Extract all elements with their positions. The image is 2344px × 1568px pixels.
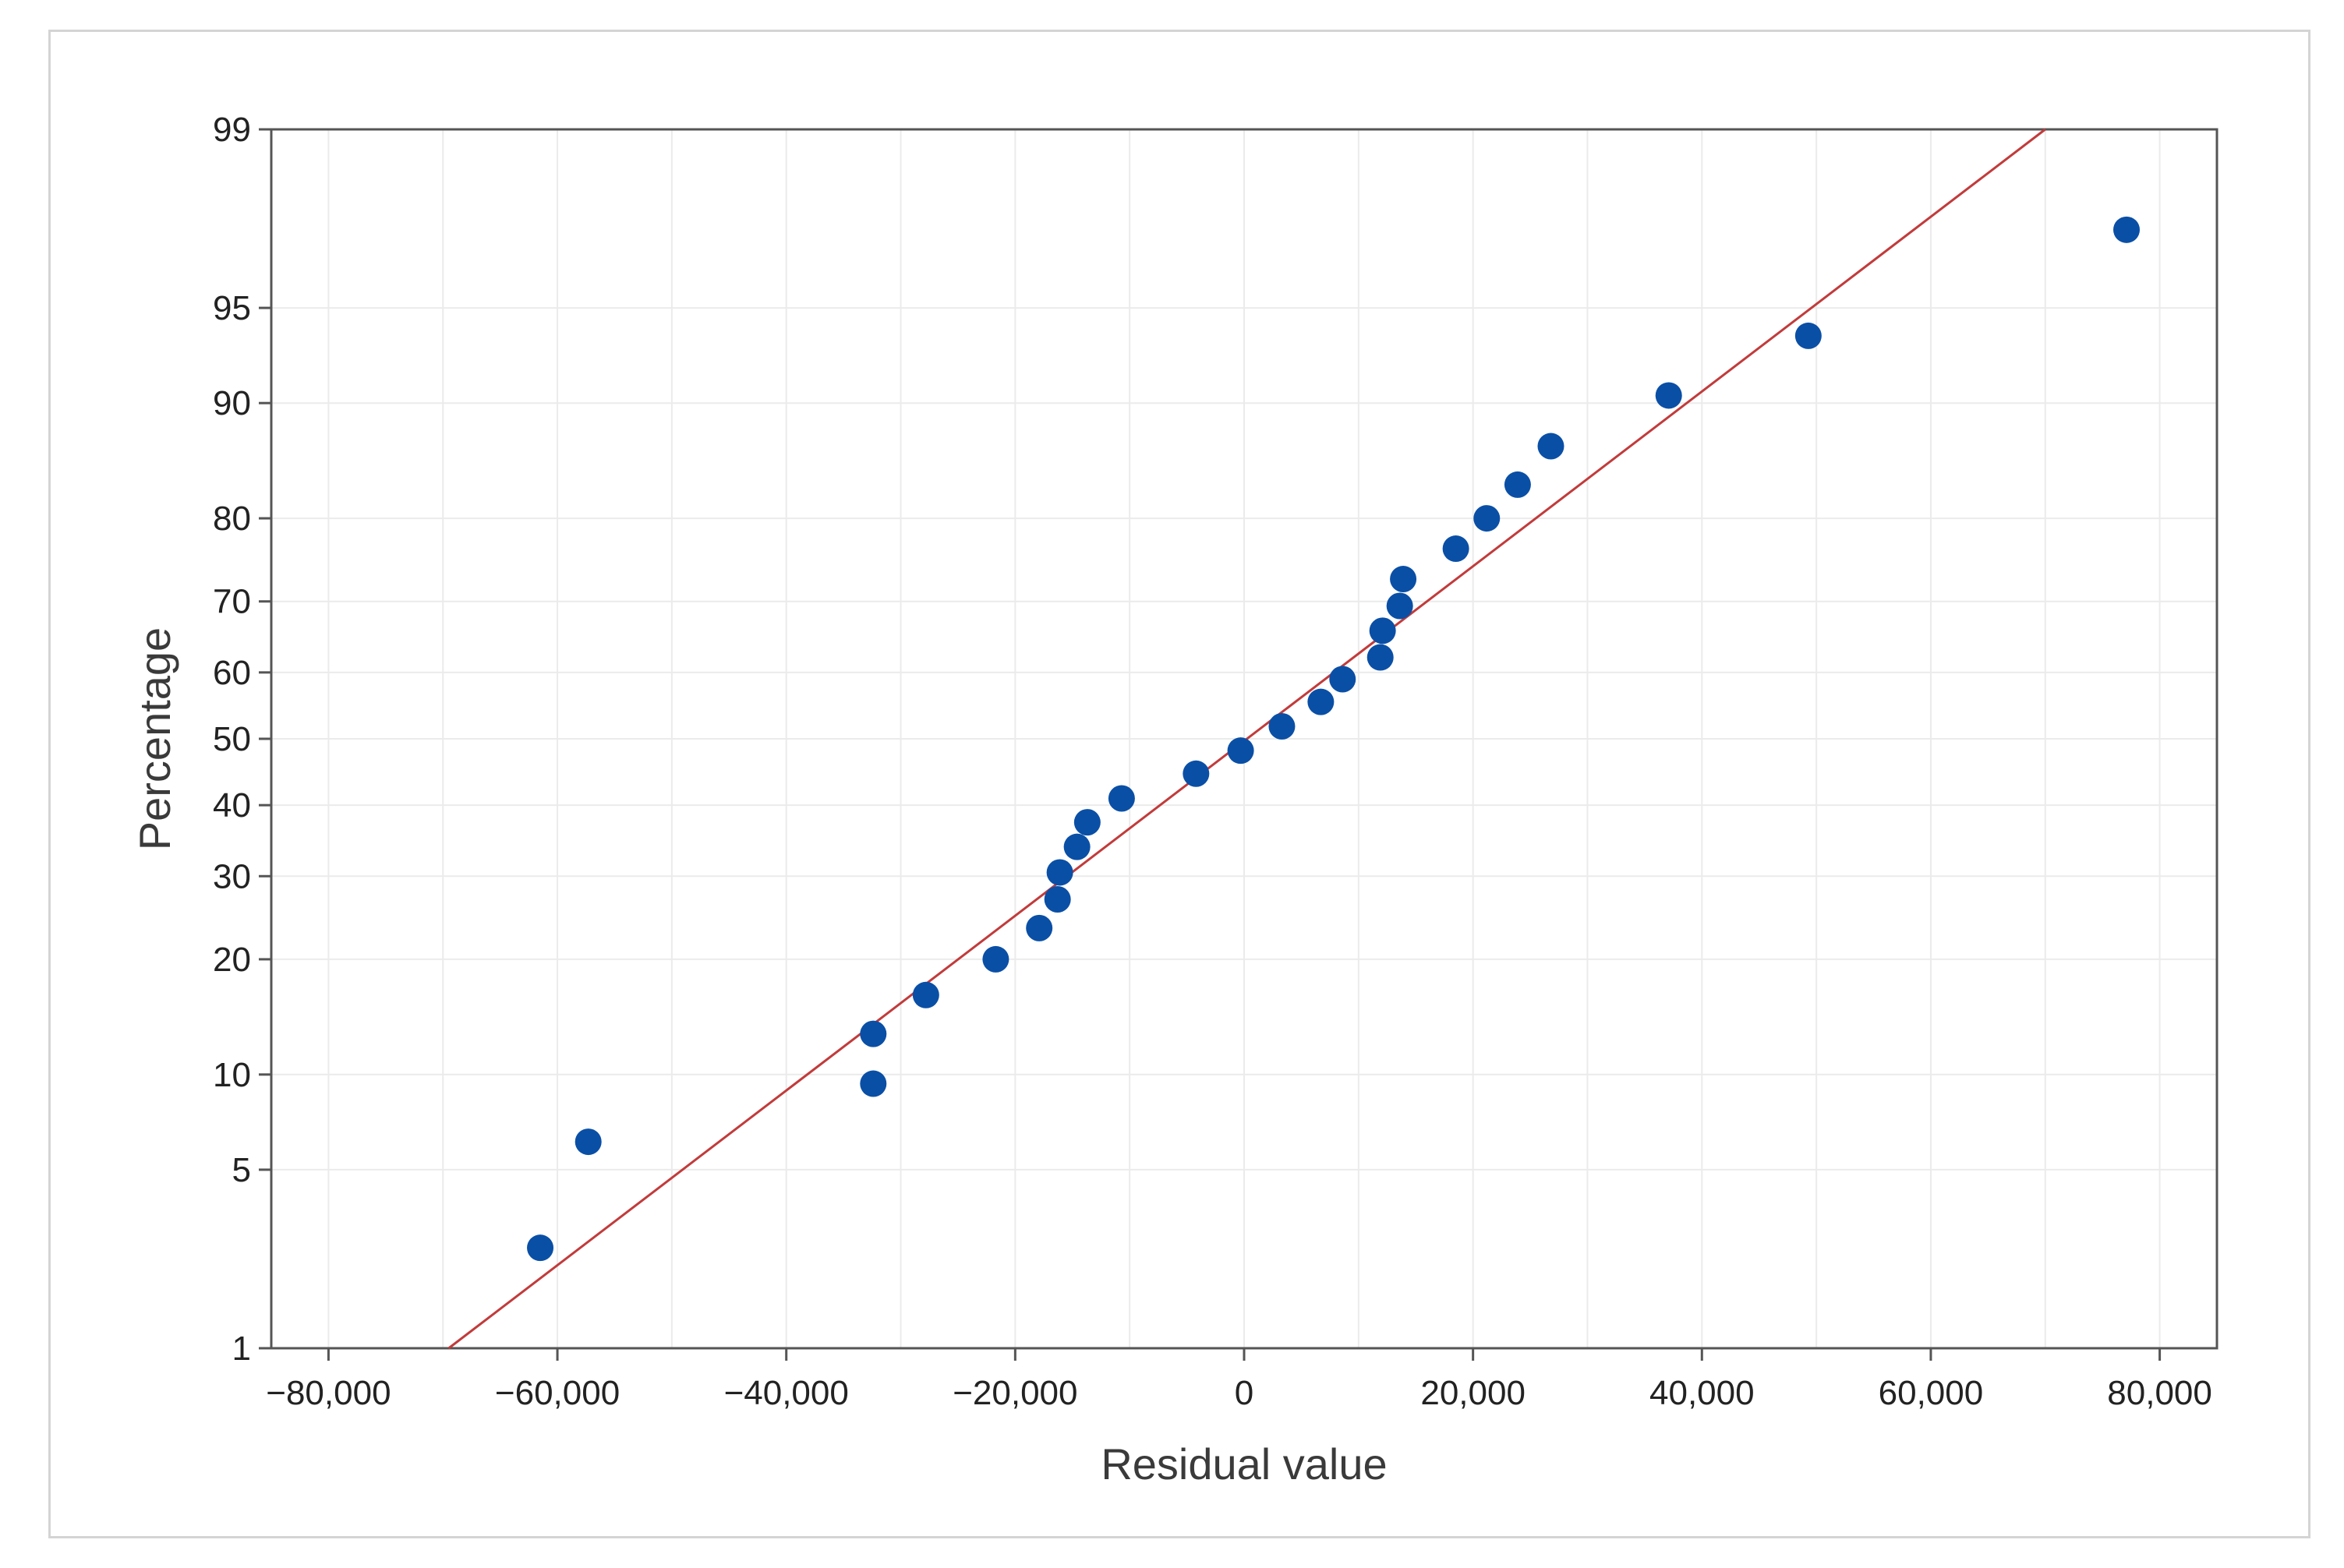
- x-tick-label: −80,000: [266, 1374, 391, 1412]
- data-point: [1307, 688, 1335, 715]
- y-tick-label: 90: [213, 384, 251, 422]
- x-tick-label: 80,000: [2107, 1374, 2212, 1412]
- data-point: [1044, 885, 1071, 913]
- data-point: [1046, 859, 1073, 886]
- data-point: [1655, 382, 1682, 409]
- y-tick-label: 5: [232, 1151, 251, 1189]
- x-tick-label: 0: [1235, 1374, 1253, 1412]
- y-tick-label: 70: [213, 583, 251, 621]
- x-tick-label: 40,000: [1649, 1374, 1755, 1412]
- x-tick-label: −40,000: [724, 1374, 849, 1412]
- x-axis-title: Residual value: [1101, 1439, 1387, 1489]
- data-point: [1794, 322, 1822, 349]
- y-tick-label: 50: [213, 720, 251, 758]
- grid-layer: [271, 129, 2217, 1349]
- data-points: [527, 216, 2141, 1262]
- data-point: [1390, 566, 1417, 593]
- x-tick-label: −60,000: [495, 1374, 620, 1412]
- data-point: [1108, 785, 1135, 812]
- y-tick-label: 1: [232, 1330, 251, 1368]
- y-axis-title: Percentage: [130, 627, 179, 850]
- fit-line: [447, 128, 2046, 1350]
- x-tick-label: −20,000: [953, 1374, 1077, 1412]
- data-point: [1329, 666, 1356, 693]
- data-point: [1369, 617, 1396, 645]
- data-point: [1537, 433, 1564, 460]
- x-tick-label: 20,000: [1420, 1374, 1526, 1412]
- data-point: [860, 1020, 887, 1047]
- data-point: [982, 945, 1009, 973]
- data-point: [575, 1128, 602, 1156]
- data-point: [1183, 760, 1210, 787]
- data-point: [860, 1070, 887, 1097]
- data-point: [1386, 592, 1413, 620]
- y-axis-ticks: 1 5 10 20 30 40 50 60 70 80 90 95 99: [213, 111, 271, 1368]
- x-axis-ticks: −80,000 −60,000 −40,000 −20,000 0 20,000 40,00…: [266, 1348, 2212, 1412]
- data-point: [1442, 535, 1469, 563]
- data-point: [1504, 471, 1531, 498]
- y-tick-label: 40: [213, 786, 251, 825]
- data-point: [1473, 505, 1501, 532]
- data-point: [1063, 833, 1091, 860]
- y-tick-label: 20: [213, 941, 251, 979]
- y-tick-label: 95: [213, 289, 251, 327]
- y-tick-label: 10: [213, 1056, 251, 1094]
- y-tick-label: 80: [213, 500, 251, 538]
- y-tick-label: 60: [213, 654, 251, 692]
- figure-frame: [48, 30, 2310, 1538]
- y-tick-label: 30: [213, 857, 251, 895]
- data-point: [912, 981, 939, 1008]
- data-point: [1026, 914, 1053, 941]
- data-point: [527, 1234, 554, 1262]
- fit-line-layer: [447, 128, 2046, 1350]
- y-tick-label: 99: [213, 111, 251, 149]
- data-point: [2113, 216, 2141, 243]
- x-tick-label: 60,000: [1879, 1374, 1984, 1412]
- data-point: [1227, 737, 1254, 765]
- data-point: [1366, 644, 1394, 671]
- data-point: [1268, 712, 1296, 740]
- data-point: [1073, 809, 1101, 836]
